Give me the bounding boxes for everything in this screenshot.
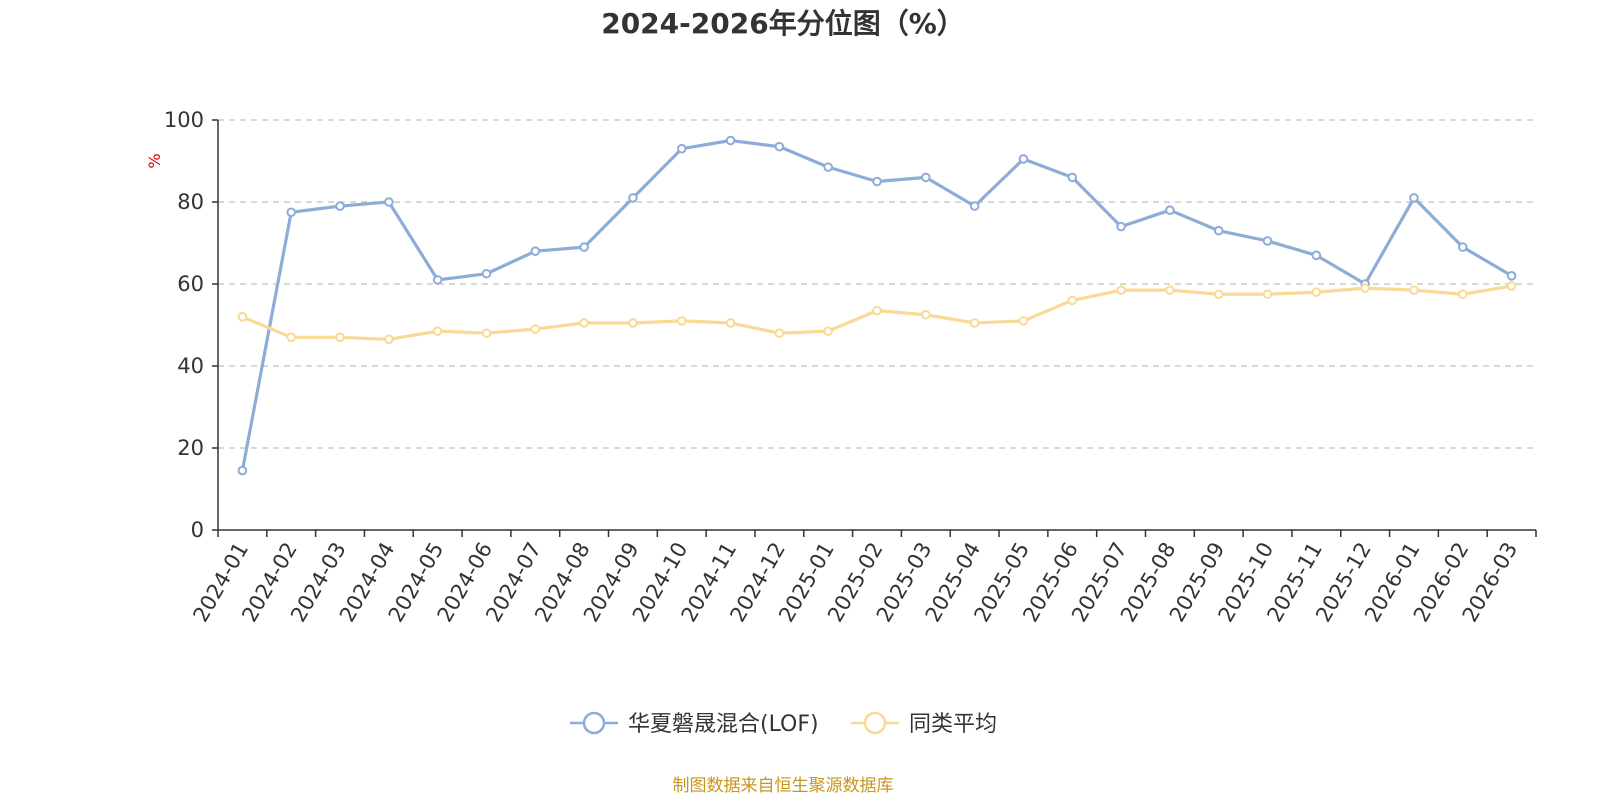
data-point [727, 319, 735, 327]
data-point [1459, 243, 1467, 251]
data-point [971, 202, 979, 210]
data-point [385, 198, 393, 206]
legend-label: 华夏磐晟混合(LOF) [628, 712, 819, 737]
y-tick-label: 80 [177, 190, 204, 214]
legend: 华夏磐晟混合(LOF) 同类平均 [570, 712, 997, 737]
data-point [531, 247, 539, 255]
data-point [1410, 194, 1418, 202]
data-point [1361, 284, 1369, 292]
legend-item-1: 华夏磐晟混合(LOF) [570, 712, 819, 737]
data-point [1166, 206, 1174, 214]
data-point [1020, 317, 1028, 325]
data-point [336, 334, 344, 342]
series-lines [239, 137, 1516, 475]
data-point [1508, 282, 1516, 290]
data-point [776, 143, 784, 151]
data-point [1313, 252, 1321, 260]
data-point [873, 307, 881, 315]
data-point [629, 194, 637, 202]
legend-label: 同类平均 [909, 712, 997, 737]
data-point [1264, 237, 1272, 245]
data-point [580, 319, 588, 327]
data-point [434, 276, 442, 284]
data-point [385, 336, 393, 344]
data-point [1117, 223, 1125, 231]
axes: 0204060801002024-012024-022024-032024-04… [164, 108, 1536, 626]
data-point [1508, 272, 1516, 280]
y-tick-label: 40 [177, 354, 204, 378]
gridlines [218, 120, 1536, 448]
data-point [1020, 155, 1028, 163]
data-point [483, 329, 491, 337]
data-point [239, 467, 247, 475]
y-axis-label: % [145, 153, 164, 168]
data-point [629, 319, 637, 327]
data-point [971, 319, 979, 327]
data-point [1215, 290, 1223, 298]
data-point [873, 178, 881, 186]
legend-marker [584, 713, 604, 733]
series-line [242, 141, 1511, 471]
data-point [531, 325, 539, 333]
data-point [678, 317, 686, 325]
y-tick-label: 60 [177, 272, 204, 296]
data-point [580, 243, 588, 251]
data-point [336, 202, 344, 210]
data-point [1117, 286, 1125, 294]
data-point [1313, 288, 1321, 296]
legend-marker [865, 713, 885, 733]
y-tick-label: 100 [164, 108, 204, 132]
data-point [727, 137, 735, 145]
series-1 [239, 137, 1516, 475]
data-point [1068, 174, 1076, 182]
data-point [287, 334, 295, 342]
source-note: 制图数据来自恒生聚源数据库 [673, 776, 894, 796]
data-point [434, 327, 442, 335]
data-point [678, 145, 686, 153]
data-point [824, 327, 832, 335]
data-point [922, 311, 930, 319]
data-point [776, 329, 784, 337]
data-point [824, 163, 832, 171]
data-point [239, 313, 247, 321]
legend-item-2: 同类平均 [851, 712, 997, 737]
data-point [922, 174, 930, 182]
data-point [287, 208, 295, 216]
y-tick-label: 0 [191, 518, 204, 542]
series-2 [239, 282, 1516, 343]
y-tick-label: 20 [177, 436, 204, 460]
data-point [1215, 227, 1223, 235]
data-point [1264, 290, 1272, 298]
data-point [1166, 286, 1174, 294]
data-point [1068, 297, 1076, 305]
data-point [1410, 286, 1418, 294]
data-point [483, 270, 491, 278]
data-point [1459, 290, 1467, 298]
chart-title: 2024-2026年分位图（%） [601, 7, 965, 40]
